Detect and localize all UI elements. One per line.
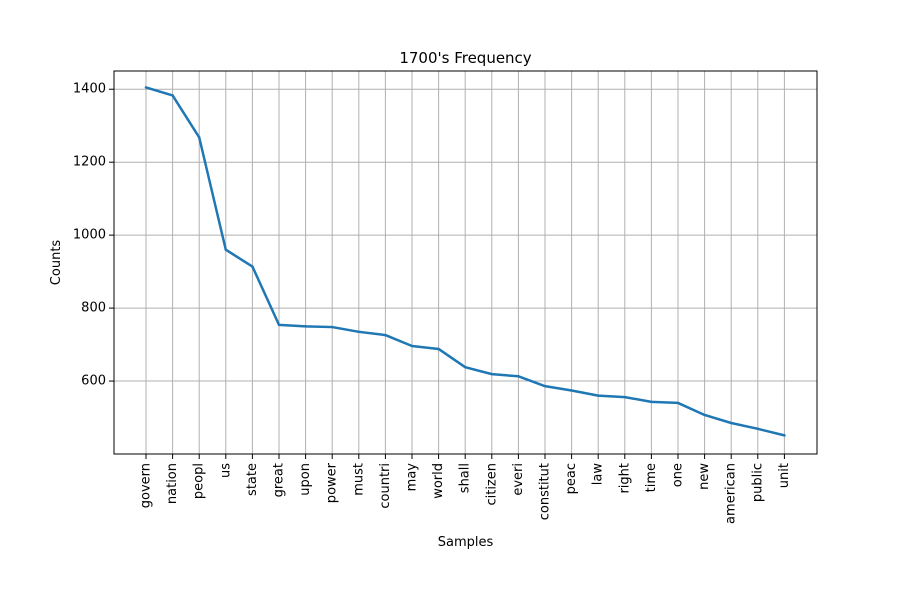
- x-tick-label: new: [697, 463, 712, 490]
- data-point: [464, 365, 467, 369]
- x-tick-label: power: [325, 462, 340, 503]
- x-tick-label: govern: [139, 463, 154, 508]
- x-tick-label: constitut: [538, 463, 553, 520]
- x-tick-label: countri: [378, 463, 393, 509]
- data-point: [251, 265, 254, 268]
- data-point: [357, 330, 360, 334]
- series-line: [144, 86, 786, 437]
- x-tick-label: state: [245, 463, 260, 496]
- axis-ticks: govern nation peopl us state great upon power mu…: [73, 82, 792, 524]
- data-point: [304, 325, 307, 328]
- x-tick-label: must: [351, 463, 366, 496]
- data-point: [384, 333, 387, 337]
- x-tick-label: may: [405, 463, 420, 492]
- data-point: [277, 323, 281, 327]
- x-tick-label: upon: [298, 463, 313, 496]
- x-tick-label: public: [750, 463, 765, 502]
- data-point: [171, 94, 174, 97]
- x-tick-label: time: [644, 463, 659, 492]
- data-point: [570, 389, 573, 392]
- x-tick-label: us: [218, 463, 233, 478]
- x-tick-label: unit: [777, 463, 792, 488]
- data-point: [783, 434, 786, 437]
- x-tick-label: law: [591, 463, 606, 486]
- x-tick-label: everi: [511, 463, 526, 496]
- chart-title: 1700's Frequency: [399, 49, 531, 67]
- x-tick-label: shall: [458, 463, 473, 493]
- data-point: [756, 427, 759, 431]
- data-point: [730, 421, 733, 425]
- y-tick-label: 1000: [73, 228, 106, 243]
- data-point: [676, 401, 680, 405]
- data-point: [543, 384, 547, 388]
- data-point: [597, 394, 600, 397]
- x-axis-title: Samples: [438, 535, 494, 550]
- data-point: [144, 86, 148, 89]
- x-tick-label: one: [671, 463, 686, 487]
- data-point: [410, 344, 414, 348]
- data-point: [224, 248, 227, 251]
- x-tick-label: american: [724, 463, 739, 524]
- x-tick-label: peac: [564, 463, 579, 494]
- data-point: [703, 413, 706, 417]
- x-tick-label: world: [431, 463, 446, 499]
- x-tick-label: nation: [165, 463, 180, 504]
- data-point: [198, 136, 201, 139]
- data-point: [517, 375, 520, 378]
- data-point: [437, 347, 440, 351]
- data-point: [490, 372, 493, 376]
- grid-lines: [114, 71, 817, 454]
- x-tick-label: citizen: [484, 463, 499, 506]
- plot-frame: [113, 70, 818, 455]
- data-point: [331, 325, 334, 329]
- data-point: [650, 400, 653, 404]
- y-tick-label: 1400: [73, 82, 106, 97]
- data-point: [623, 395, 626, 399]
- x-tick-label: peopl: [192, 463, 207, 499]
- y-tick-label: 600: [81, 374, 106, 389]
- y-tick-label: 800: [81, 301, 106, 316]
- y-axis-title: Counts: [49, 240, 64, 286]
- x-tick-label: great: [272, 463, 287, 497]
- x-tick-label: right: [617, 463, 632, 494]
- y-tick-label: 1200: [73, 155, 106, 170]
